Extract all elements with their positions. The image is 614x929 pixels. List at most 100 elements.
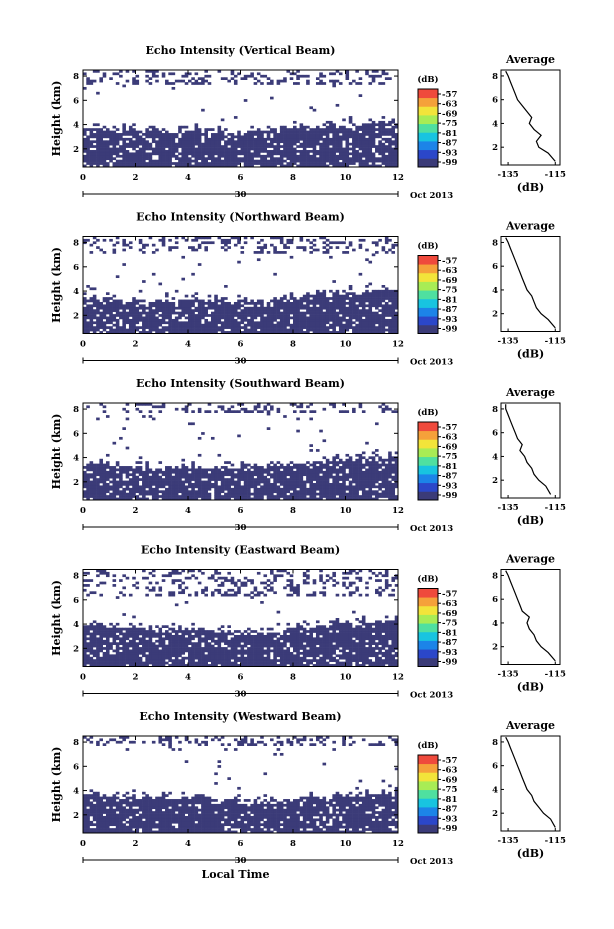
echo-cell: [299, 314, 304, 317]
echo-cell: [128, 468, 133, 472]
echo-cell: [210, 301, 215, 305]
echo-cell: [86, 571, 90, 575]
echo-cell: [220, 164, 225, 168]
echo-cell: [338, 154, 343, 158]
echo-cell: [112, 133, 117, 136]
echo-cell: [309, 145, 313, 148]
echo-cell: [181, 154, 186, 158]
echo-cell: [142, 318, 146, 322]
echo-cell: [92, 152, 97, 156]
echo-cell: [233, 159, 238, 163]
echo-cell: [145, 470, 149, 474]
echo-cell: [293, 466, 297, 469]
echo-cell: [348, 135, 353, 139]
echo-cell: [158, 159, 163, 163]
echo-cell: [92, 661, 97, 665]
echo-cell: [102, 581, 107, 585]
echo-cell: [135, 497, 140, 501]
echo-cell: [358, 461, 363, 464]
echo-cell: [227, 485, 231, 489]
echo-cell: [188, 314, 192, 317]
echo-cell: [201, 475, 205, 479]
echo-cell: [132, 142, 136, 146]
echo-cell: [155, 301, 159, 305]
echo-cell: [191, 461, 195, 464]
echo-cell: [194, 475, 199, 479]
echo-cell: [263, 470, 268, 474]
x-tick-label: 0: [80, 173, 86, 183]
echo-cell: [266, 403, 271, 406]
echo-cell: [322, 328, 327, 332]
echo-cell: [384, 154, 389, 158]
echo-cell: [174, 154, 179, 158]
echo-cell: [345, 492, 350, 496]
echo-cell: [279, 480, 284, 484]
echo-cell: [171, 311, 176, 315]
echo-cell: [194, 133, 199, 136]
echo-cell: [270, 314, 274, 317]
echo-cell: [174, 133, 179, 136]
echo-cell: [394, 157, 399, 161]
echo-cell: [368, 470, 373, 474]
echo-cell: [348, 480, 353, 484]
echo-cell: [309, 157, 313, 161]
echo-cell: [132, 164, 136, 168]
echo-cell: [148, 314, 153, 317]
echo-cell: [312, 461, 317, 464]
echo-cell: [96, 627, 100, 631]
echo-cell: [358, 154, 363, 158]
echo-cell: [253, 497, 258, 501]
echo-cell: [335, 316, 340, 320]
echo-cell: [365, 294, 369, 298]
echo-cell: [381, 150, 386, 153]
echo-cell: [158, 468, 163, 472]
x-tick-label: 0: [80, 506, 86, 516]
echo-cell: [332, 162, 336, 165]
echo-cell: [155, 150, 159, 153]
echo-cell: [135, 159, 140, 163]
echo-cell: [338, 461, 343, 464]
echo-cell: [174, 79, 179, 83]
echo-cell: [99, 463, 103, 467]
echo-cell: [355, 458, 359, 462]
echo-cell: [112, 130, 117, 134]
echo-cell: [260, 321, 264, 325]
echo-cell: [171, 140, 176, 144]
echo-cell: [342, 314, 346, 317]
echo-cell: [319, 72, 323, 76]
echo-cell: [171, 154, 176, 158]
echo-cell: [119, 74, 123, 78]
echo-cell: [368, 314, 373, 317]
echo-cell: [388, 309, 392, 312]
echo-cell: [250, 321, 254, 325]
echo-cell: [174, 135, 179, 139]
echo-cell: [302, 154, 307, 158]
echo-cell: [283, 415, 287, 418]
echo-cell: [263, 475, 268, 479]
echo-cell: [361, 495, 366, 498]
echo-cell: [355, 453, 359, 457]
echo-cell: [283, 159, 287, 163]
echo-cell: [345, 154, 350, 158]
echo-cell: [92, 123, 97, 127]
echo-cell: [83, 642, 87, 645]
echo-cell: [299, 331, 304, 334]
echo-cell: [384, 145, 389, 148]
echo-cell: [338, 306, 343, 310]
echo-cell: [204, 326, 208, 329]
echo-cell: [270, 475, 274, 479]
echo-cell: [191, 326, 195, 329]
echo-cell: [388, 461, 392, 464]
echo-cell: [325, 328, 330, 332]
echo-cell: [204, 79, 208, 83]
echo-cell: [256, 466, 261, 469]
echo-cell: [381, 82, 386, 85]
echo-cell: [128, 130, 133, 134]
echo-cell: [365, 147, 369, 151]
echo-cell: [243, 485, 248, 489]
echo-cell: [207, 478, 212, 481]
echo-cell: [174, 468, 179, 472]
echo-cell: [92, 487, 97, 491]
echo-cell: [135, 407, 140, 411]
echo-cell: [302, 133, 307, 136]
